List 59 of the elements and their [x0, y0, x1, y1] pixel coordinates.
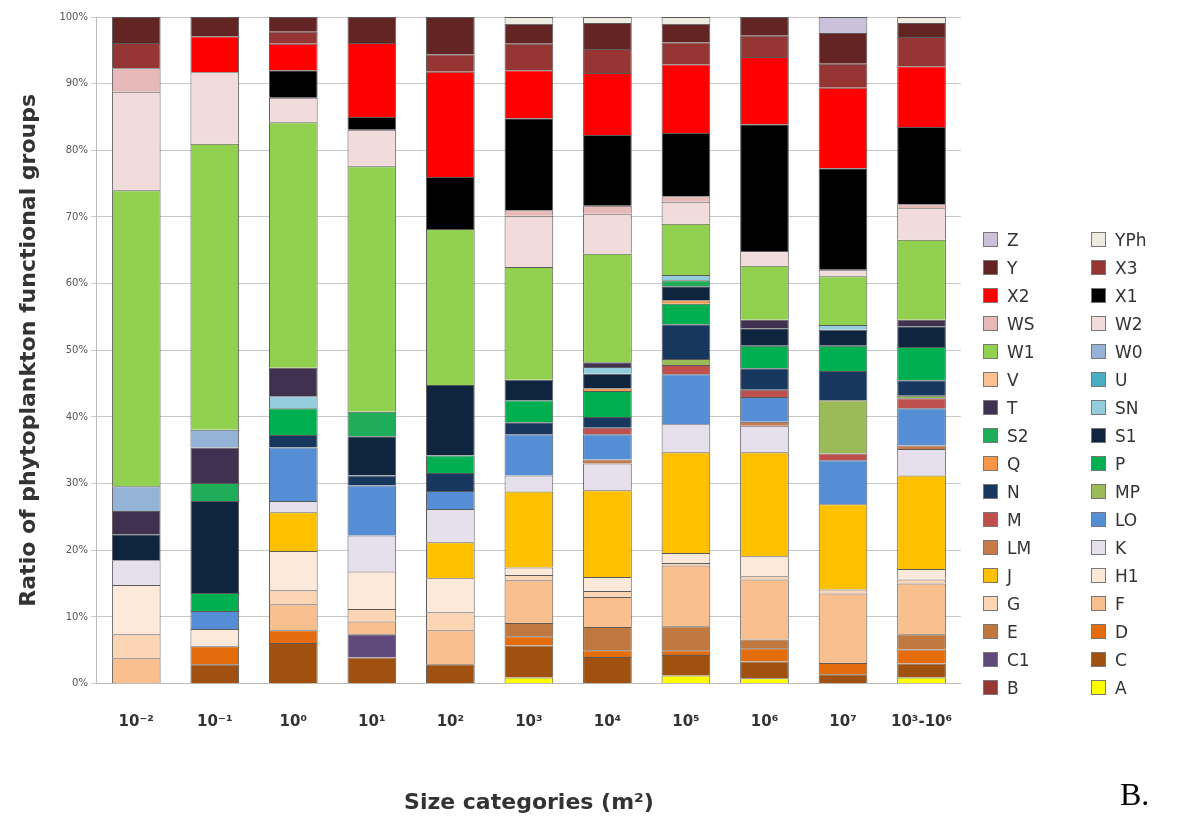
legend-label: C1 [1007, 649, 1030, 670]
x-axis-title: Size categories (m²) [404, 788, 654, 814]
legend-label: MP [1115, 481, 1140, 502]
legend-label: LO [1115, 509, 1138, 530]
legend-label: E [1007, 621, 1018, 642]
y-axis-title: Ratio of phytoplankton functional groups [14, 93, 40, 607]
y-tick-label: 70% [65, 210, 88, 222]
legend-label: W2 [1115, 313, 1143, 334]
legend-label: S1 [1115, 425, 1137, 446]
x-tick-label: 10³-10⁶ [890, 712, 953, 731]
legend-label: K [1115, 537, 1127, 558]
legend-label: G [1007, 593, 1021, 614]
y-tick-label: 10% [65, 610, 88, 622]
legend-label: YPh [1115, 229, 1147, 250]
legend-label: D [1115, 621, 1129, 642]
legend-label: Q [1007, 453, 1021, 474]
legend-label: U [1115, 369, 1128, 390]
legend-label: F [1115, 593, 1125, 614]
legend-label: SN [1115, 397, 1139, 418]
x-tick-label: 10² [436, 712, 465, 731]
legend-label: W0 [1115, 341, 1143, 362]
legend-label: W1 [1007, 341, 1035, 362]
legend-label: X2 [1007, 285, 1030, 306]
x-tick-label: 10⁵ [672, 712, 700, 731]
legend-label: T [1007, 397, 1018, 418]
y-tick-label: 50% [65, 343, 88, 355]
legend-label: S2 [1007, 425, 1029, 446]
legend-label: WS [1007, 313, 1035, 334]
legend-label: Y [1007, 257, 1018, 278]
legend-label: H1 [1115, 565, 1139, 586]
legend-label: X3 [1115, 257, 1138, 278]
legend-label: Z [1007, 229, 1019, 250]
x-tick-label: 10⁷ [829, 712, 857, 731]
legend-label: P [1115, 453, 1126, 474]
x-tick-label: 10⁰ [279, 712, 308, 731]
x-tick-label: 10¹ [358, 712, 386, 731]
legend-label: N [1007, 481, 1020, 502]
y-tick-label: 100% [59, 10, 88, 22]
y-tick-label: 30% [65, 477, 88, 489]
legend-label: A [1115, 677, 1127, 698]
x-tick-label: 10⁴ [593, 712, 622, 731]
legend-label: J [1007, 565, 1013, 586]
legend-label: X1 [1115, 285, 1138, 306]
y-tick-label: 0% [72, 677, 88, 689]
legend-label: V [1007, 369, 1019, 390]
legend-label: M [1007, 509, 1022, 530]
x-tick-label: 10⁻² [118, 712, 154, 731]
x-tick-label: 10⁶ [750, 712, 779, 731]
legend-label: C [1115, 649, 1127, 670]
y-tick-label: 80% [65, 143, 88, 155]
y-tick-label: 90% [65, 77, 88, 89]
y-tick-label: 20% [65, 543, 88, 555]
y-tick-label: 60% [65, 277, 88, 289]
legend-label: LM [1007, 537, 1032, 558]
y-tick-label: 40% [65, 410, 88, 422]
x-tick-label: 10³ [515, 712, 543, 731]
x-tick-label: 10⁻¹ [197, 712, 233, 731]
text: B. [1120, 776, 1150, 813]
legend-label: B [1007, 677, 1019, 698]
